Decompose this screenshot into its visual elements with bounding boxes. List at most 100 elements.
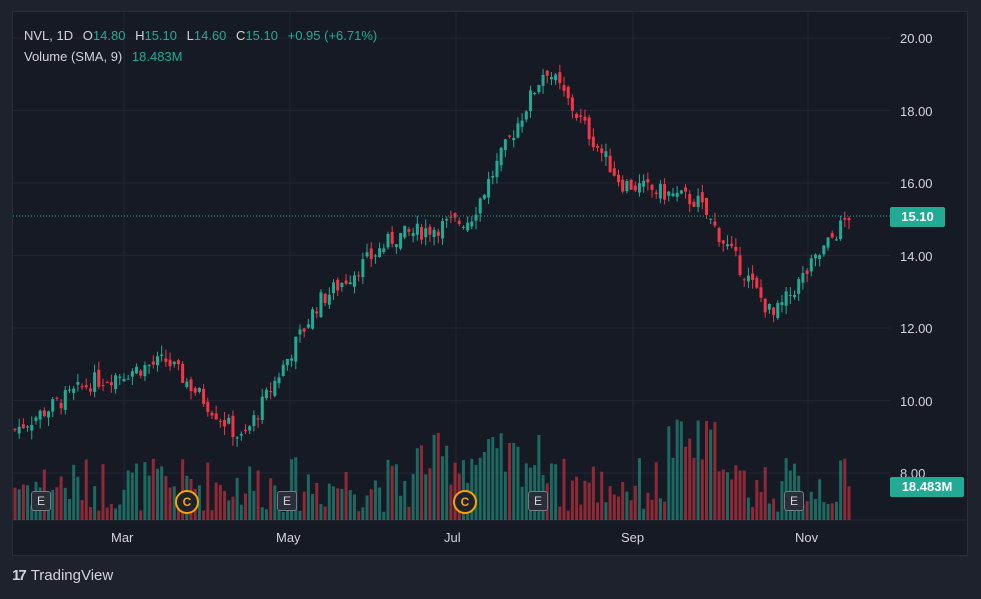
volume-bar [369,489,373,520]
earnings-event-icon[interactable]: E [31,491,51,511]
earnings-event-icon[interactable]: E [277,491,297,511]
candle-body [826,237,830,248]
candle-body [105,382,109,384]
candle-body [713,221,717,226]
volume-label[interactable]: Volume (SMA, 9) [24,49,123,64]
volume-bar [206,462,210,520]
tradingview-brand[interactable]: 17 TradingView [12,567,113,584]
candle-body [487,178,491,198]
candle-body [508,135,512,137]
volume-bar [508,443,512,520]
candle-body [373,255,377,257]
volume-bar [327,483,331,520]
volume-bar [801,504,805,520]
volume-bar [495,448,499,520]
candle-body [168,359,172,367]
candle-body [67,389,71,391]
candle-body [625,181,629,192]
candle-body [830,233,834,238]
candle-body [432,229,436,237]
candle-body [491,175,495,178]
symbol-name[interactable]: NVL [24,28,50,43]
candle-body [818,255,822,259]
volume-bar [373,480,377,520]
candle-body [453,213,457,218]
candle-body [231,415,235,437]
x-tick-label: Nov [795,530,819,545]
candle-body [516,123,520,138]
ohlc-row: NVL, 1D O14.80 H15.10 L14.60 C15.10 +0.9… [24,25,377,46]
volume-bar [88,507,92,520]
volume-bar [101,464,105,520]
candle-body [705,197,709,215]
volume-bar [252,490,256,520]
candle-body [172,361,176,365]
volume-bar [688,438,692,520]
volume-bar [482,451,486,520]
open-value: 14.80 [92,28,126,43]
volume-bar [516,446,520,520]
volume-bar [202,510,206,520]
candle-body [139,370,143,376]
candle-body [332,282,336,294]
volume-bar [600,471,604,520]
volume-bar [839,460,843,520]
volume-bar [813,498,817,520]
volume-bar [84,459,88,520]
candle-body [558,72,562,84]
volume-bar [596,502,600,520]
volume-bar [302,491,306,520]
volume-bar [411,473,415,520]
earnings-event-icon[interactable]: E [784,491,804,511]
candle-body [88,388,92,392]
volume-bar [118,504,122,520]
volume-bar [663,501,667,520]
volume-bar [478,457,482,520]
corporate-event-icon[interactable]: C [175,490,199,514]
volume-bar [357,511,361,520]
candle-body [772,307,776,315]
volume-bar [378,487,382,520]
candle-body [210,412,214,416]
volume-bar [637,458,641,520]
volume-tag: 18.483M [890,477,964,497]
corporate-event-icon[interactable]: C [453,490,477,514]
volume-bar [332,486,336,520]
interval[interactable]: 1D [56,28,74,43]
candle-body [126,378,130,380]
volume-bar [151,458,155,520]
volume-row: Volume (SMA, 9) 18.483M [24,46,377,67]
volume-bar [143,462,147,520]
candle-body [629,179,633,190]
volume-bar [826,504,830,520]
candle-body [202,388,206,405]
candle-body [847,218,851,221]
volume-bar [67,498,71,520]
volume-bar [449,484,453,520]
volume-bar [499,433,503,520]
candle-body [663,184,667,200]
volume-bar [260,507,264,520]
volume-bar [520,486,524,520]
candle-body [189,379,193,392]
volume-bar [256,470,260,520]
close-value: 15.10 [245,28,278,43]
candle-body [562,85,566,91]
earnings-event-icon[interactable]: E [528,491,548,511]
volume-bar [772,498,776,520]
candle-body [495,160,499,177]
candle-body [294,336,298,362]
volume-bar [642,508,646,520]
y-tick-label: 20.00 [900,31,933,46]
candle-body [394,244,398,248]
volume-bar [394,464,398,520]
candle-body [755,277,759,288]
volume-bar [830,503,834,520]
volume-bar [197,485,201,520]
volume-bar [386,459,390,520]
volume-bar [248,466,252,520]
volume-bar [390,465,394,520]
volume-bar [176,502,180,520]
candle-body [499,147,503,166]
